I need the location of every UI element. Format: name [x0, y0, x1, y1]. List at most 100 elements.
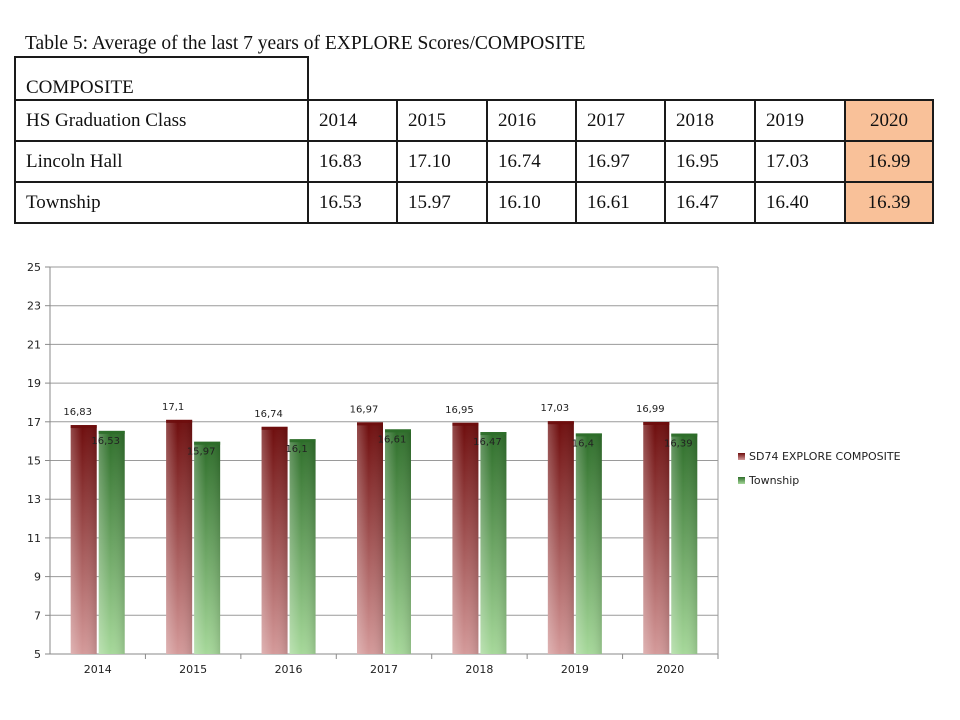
data-labels: 16,83 16,53 17,1 15,97 16,74 16,1 16,97 16,61 16…: [63, 402, 692, 458]
bar-cap: [166, 419, 193, 423]
value-cell: 16.95: [664, 140, 756, 183]
bar-chart: 5 7 9 11 13 15 17 19 21 23 25 16,83 16,53 17,1 15,97 1…: [27, 261, 901, 676]
legend-label: SD74 EXPLORE COMPOSITE: [749, 450, 901, 463]
bar-shading: [643, 421, 670, 654]
value-cell: 17.03: [754, 140, 846, 183]
data-label: 16,39: [664, 439, 693, 450]
data-label: 16,83: [63, 407, 92, 418]
value-cell: 16.83: [307, 140, 398, 183]
x-tick-label: 2015: [179, 663, 207, 676]
bar-shading: [166, 419, 193, 654]
x-axis-ticks: 2014 2015 2016 2017 2018 2019 2020: [84, 663, 685, 676]
scores-table: COMPOSITE HS Graduation Class 2014 2015 …: [14, 56, 934, 224]
bar-cap: [261, 426, 288, 430]
table-section-row: COMPOSITE: [14, 56, 933, 101]
legend-label: Township: [748, 474, 799, 487]
bar-cap: [357, 422, 383, 426]
data-label: 16,97: [350, 404, 379, 415]
bar-shading: [547, 421, 574, 654]
bar-shading: [671, 433, 698, 654]
y-tick-label: 5: [34, 648, 41, 661]
data-label: 17,03: [541, 403, 570, 414]
data-label: 16,4: [572, 438, 594, 449]
x-tick-label: 2019: [561, 663, 589, 676]
x-tick-label: 2018: [465, 663, 493, 676]
bars: [70, 419, 698, 654]
empty-cell: [308, 57, 933, 100]
data-label: 16,74: [254, 409, 283, 420]
table-title: Table 5: Average of the last 7 years of …: [25, 33, 586, 54]
value-cell: 15.97: [396, 181, 488, 224]
bar-shading: [452, 422, 479, 654]
gridlines: [45, 266, 719, 659]
section-label-cell: COMPOSITE: [14, 56, 309, 101]
bar-shading: [480, 432, 507, 654]
year-header-cell: 2015: [396, 99, 488, 142]
bar-shading: [98, 430, 125, 654]
legend-swatch: [738, 477, 745, 484]
data-label: 16,99: [636, 404, 665, 415]
bar-cap: [194, 441, 221, 445]
y-tick-label: 13: [27, 493, 41, 506]
data-label: 16,61: [378, 434, 407, 445]
value-cell: 16.10: [486, 181, 577, 224]
row-label-cell: Lincoln Hall: [14, 140, 309, 183]
y-tick-label: 23: [27, 300, 41, 313]
year-header-cell: 2017: [575, 99, 666, 142]
value-cell: 16.53: [307, 181, 398, 224]
y-tick-label: 17: [27, 416, 41, 429]
value-cell: 16.61: [575, 181, 666, 224]
bar-cap: [70, 425, 97, 429]
year-header-cell: 2018: [664, 99, 756, 142]
table-row: Township 16.53 15.97 16.10 16.61 16.47 1…: [14, 181, 934, 224]
bar-shading: [70, 425, 97, 654]
x-tick-label: 2016: [275, 663, 303, 676]
data-label: 17,1: [162, 402, 184, 413]
bar-cap: [98, 430, 125, 434]
value-cell: 16.47: [664, 181, 756, 224]
value-cell: 16.97: [575, 140, 666, 183]
bar-shading: [289, 439, 316, 654]
y-tick-label: 9: [34, 571, 41, 584]
header-label-cell: HS Graduation Class: [14, 99, 309, 142]
data-label: 16,47: [473, 437, 502, 448]
bar-cap: [547, 421, 574, 425]
year-header-cell: 2014: [307, 99, 398, 142]
data-label: 16,95: [445, 405, 474, 416]
bar-shading: [357, 422, 383, 654]
value-cell: 16.74: [486, 140, 577, 183]
year-header-cell-highlight: 2020: [844, 99, 934, 142]
bar-cap: [643, 421, 670, 425]
data-label: 15,97: [187, 447, 216, 458]
data-label: 16,53: [91, 436, 120, 447]
y-tick-label: 7: [34, 609, 41, 622]
y-tick-label: 25: [27, 261, 41, 274]
value-cell: 16.40: [754, 181, 846, 224]
bar-cap: [452, 422, 479, 426]
y-tick-label: 15: [27, 455, 41, 468]
value-cell: 17.10: [396, 140, 488, 183]
legend-swatch: [738, 453, 745, 460]
x-tick-label: 2020: [656, 663, 684, 676]
bar-cap: [575, 433, 602, 437]
y-tick-label: 21: [27, 338, 41, 351]
bar-shading: [194, 441, 221, 654]
year-header-cell: 2019: [754, 99, 846, 142]
y-tick-label: 19: [27, 377, 41, 390]
table-header-row: HS Graduation Class 2014 2015 2016 2017 …: [14, 99, 934, 142]
y-tick-label: 11: [27, 532, 41, 545]
y-axis-ticks: 5 7 9 11 13 15 17 19 21 23 25: [27, 261, 41, 661]
bar-shading: [385, 429, 411, 654]
bar-shading: [575, 433, 602, 654]
table-row: Lincoln Hall 16.83 17.10 16.74 16.97 16.…: [14, 140, 934, 183]
row-label-cell: Township: [14, 181, 309, 224]
year-header-cell: 2016: [486, 99, 577, 142]
bar-cap: [671, 433, 698, 437]
x-tick-label: 2017: [370, 663, 398, 676]
value-cell-highlight: 16.39: [844, 181, 934, 224]
bar-cap: [385, 429, 411, 433]
legend: SD74 EXPLORE COMPOSITE Township: [738, 450, 901, 487]
bar-cap: [289, 439, 316, 443]
bar-cap: [480, 432, 507, 436]
bar-shading: [261, 426, 288, 654]
